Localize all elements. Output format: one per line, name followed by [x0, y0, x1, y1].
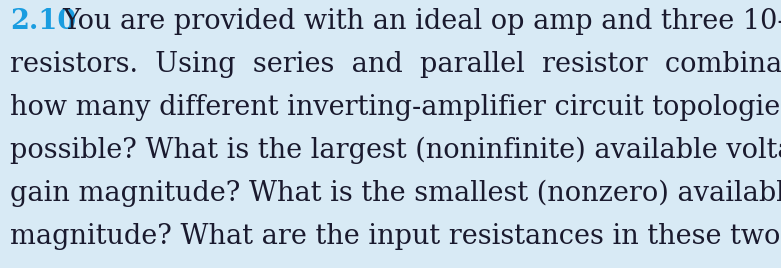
Text: possible? What is the largest (noninfinite) available voltage: possible? What is the largest (noninfini… — [10, 137, 781, 164]
Text: resistors.  Using  series  and  parallel  resistor  combinations,: resistors. Using series and parallel res… — [10, 51, 781, 78]
Text: magnitude? What are the input resistances in these two cases?: magnitude? What are the input resistance… — [10, 223, 781, 250]
Text: You are provided with an ideal op amp and three 10-kΩ: You are provided with an ideal op amp an… — [62, 8, 781, 35]
Text: gain magnitude? What is the smallest (nonzero) available gain: gain magnitude? What is the smallest (no… — [10, 180, 781, 207]
Text: how many different inverting-amplifier circuit topologies are: how many different inverting-amplifier c… — [10, 94, 781, 121]
Text: 2.10: 2.10 — [10, 8, 77, 35]
